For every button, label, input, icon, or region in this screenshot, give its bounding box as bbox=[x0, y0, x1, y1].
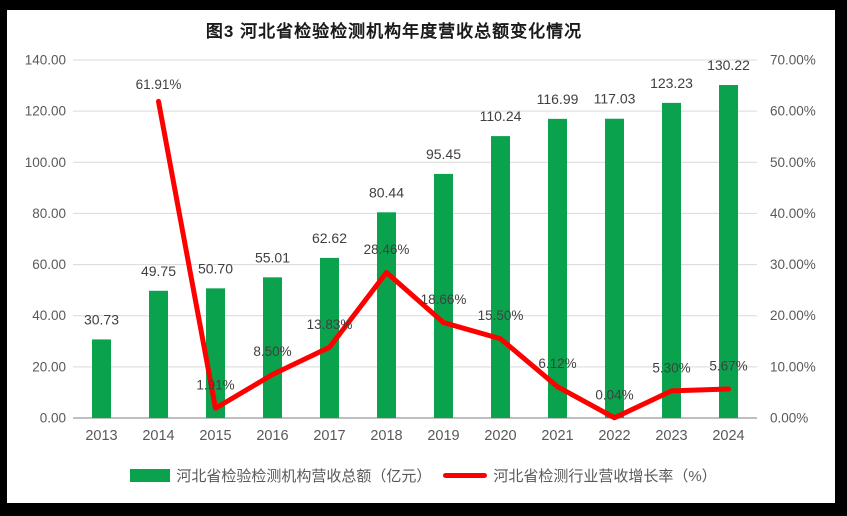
chart-frame bbox=[7, 10, 835, 503]
legend-label-growth: 河北省检测行业营收增长率（%） bbox=[493, 468, 717, 485]
bar-value-label-2022: 117.03 bbox=[594, 91, 636, 107]
line-value-label-2015: 1.91% bbox=[196, 378, 234, 393]
x-axis-label-2024: 2024 bbox=[712, 428, 744, 444]
bar-2017 bbox=[320, 257, 339, 418]
right-axis-tick: 0.00% bbox=[770, 411, 808, 426]
x-axis-label-2014: 2014 bbox=[142, 428, 174, 444]
line-value-label-2023: 5.30% bbox=[652, 360, 690, 375]
left-axis-tick: 140.00 bbox=[25, 53, 66, 68]
left-axis-tick: 60.00 bbox=[32, 257, 66, 272]
bar-2023 bbox=[662, 102, 681, 418]
left-axis-tick: 120.00 bbox=[25, 104, 66, 119]
x-axis-label-2022: 2022 bbox=[598, 428, 630, 444]
right-axis-tick: 30.00% bbox=[770, 257, 816, 272]
bar-value-label-2013: 30.73 bbox=[84, 311, 119, 327]
right-axis-tick: 70.00% bbox=[770, 53, 816, 68]
left-axis-tick: 100.00 bbox=[25, 155, 66, 170]
bar-2016 bbox=[263, 277, 282, 418]
chart-title: 图3 河北省检验检测机构年度营收总额变化情况 bbox=[205, 22, 583, 41]
bar-swatch-icon bbox=[130, 469, 171, 482]
bar-value-label-2017: 62.62 bbox=[312, 230, 347, 246]
bar-2014 bbox=[149, 290, 168, 418]
bar-2022 bbox=[605, 118, 624, 418]
left-axis-tick: 0.00 bbox=[40, 411, 66, 426]
right-axis-tick: 40.00% bbox=[770, 206, 816, 221]
bar-2021 bbox=[548, 118, 567, 419]
x-axis-label-2017: 2017 bbox=[313, 428, 345, 444]
bar-value-label-2024: 130.22 bbox=[707, 57, 750, 73]
right-axis-tick: 10.00% bbox=[770, 359, 816, 374]
bar-value-label-2016: 55.01 bbox=[255, 249, 290, 265]
left-axis-tick: 40.00 bbox=[32, 308, 66, 323]
bar-value-label-2019: 95.45 bbox=[426, 146, 461, 162]
bar-2024 bbox=[719, 85, 738, 419]
line-value-label-2016: 8.50% bbox=[253, 344, 291, 359]
bar-value-label-2023: 123.23 bbox=[650, 75, 693, 91]
x-axis-label-2015: 2015 bbox=[199, 428, 231, 444]
legend-label-revenue: 河北省检验检测机构营收总额（亿元） bbox=[176, 468, 432, 485]
bar-2018 bbox=[377, 212, 396, 418]
line-swatch-icon bbox=[443, 473, 488, 478]
bar-value-label-2021: 116.99 bbox=[537, 91, 579, 107]
line-value-label-2020: 15.50% bbox=[478, 308, 524, 323]
bar-value-label-2020: 110.24 bbox=[480, 108, 522, 124]
left-axis-tick: 80.00 bbox=[32, 206, 66, 221]
bar-value-label-2014: 49.75 bbox=[141, 263, 176, 279]
right-axis-tick: 50.00% bbox=[770, 155, 816, 170]
growth-rate-line bbox=[156, 98, 731, 421]
line-value-label-2014: 61.91% bbox=[136, 77, 182, 92]
bar-2019 bbox=[434, 173, 453, 418]
bar-2013 bbox=[92, 339, 111, 418]
bar-2020 bbox=[491, 136, 510, 418]
right-axis-tick: 20.00% bbox=[770, 308, 816, 323]
line-value-label-2018: 28.46% bbox=[364, 242, 410, 257]
line-value-label-2021: 6.12% bbox=[538, 356, 576, 371]
line-value-label-2019: 18.66% bbox=[421, 292, 467, 307]
line-value-label-2022: 0.04% bbox=[595, 387, 633, 402]
bar-value-label-2018: 80.44 bbox=[369, 184, 404, 200]
x-axis-label-2019: 2019 bbox=[427, 428, 459, 444]
right-axis-tick: 60.00% bbox=[770, 104, 816, 119]
line-value-label-2024: 5.67% bbox=[709, 359, 747, 374]
x-axis-label-2013: 2013 bbox=[85, 428, 117, 444]
x-axis-label-2021: 2021 bbox=[541, 428, 573, 444]
line-value-label-2017: 13.83% bbox=[307, 317, 353, 332]
legend-item-revenue: 河北省检验检测机构营收总额（亿元） bbox=[130, 465, 431, 486]
x-axis-label-2018: 2018 bbox=[370, 428, 402, 444]
left-axis-tick: 20.00 bbox=[32, 359, 66, 374]
x-axis-label-2023: 2023 bbox=[655, 428, 687, 444]
bar-value-label-2015: 50.70 bbox=[198, 260, 233, 276]
legend-item-growth: 河北省检测行业营收增长率（%） bbox=[443, 465, 717, 486]
x-axis-label-2020: 2020 bbox=[484, 428, 516, 444]
legend: 河北省检验检测机构营收总额（亿元） 河北省检测行业营收增长率（%） bbox=[0, 465, 847, 486]
x-axis-label-2016: 2016 bbox=[256, 428, 288, 444]
